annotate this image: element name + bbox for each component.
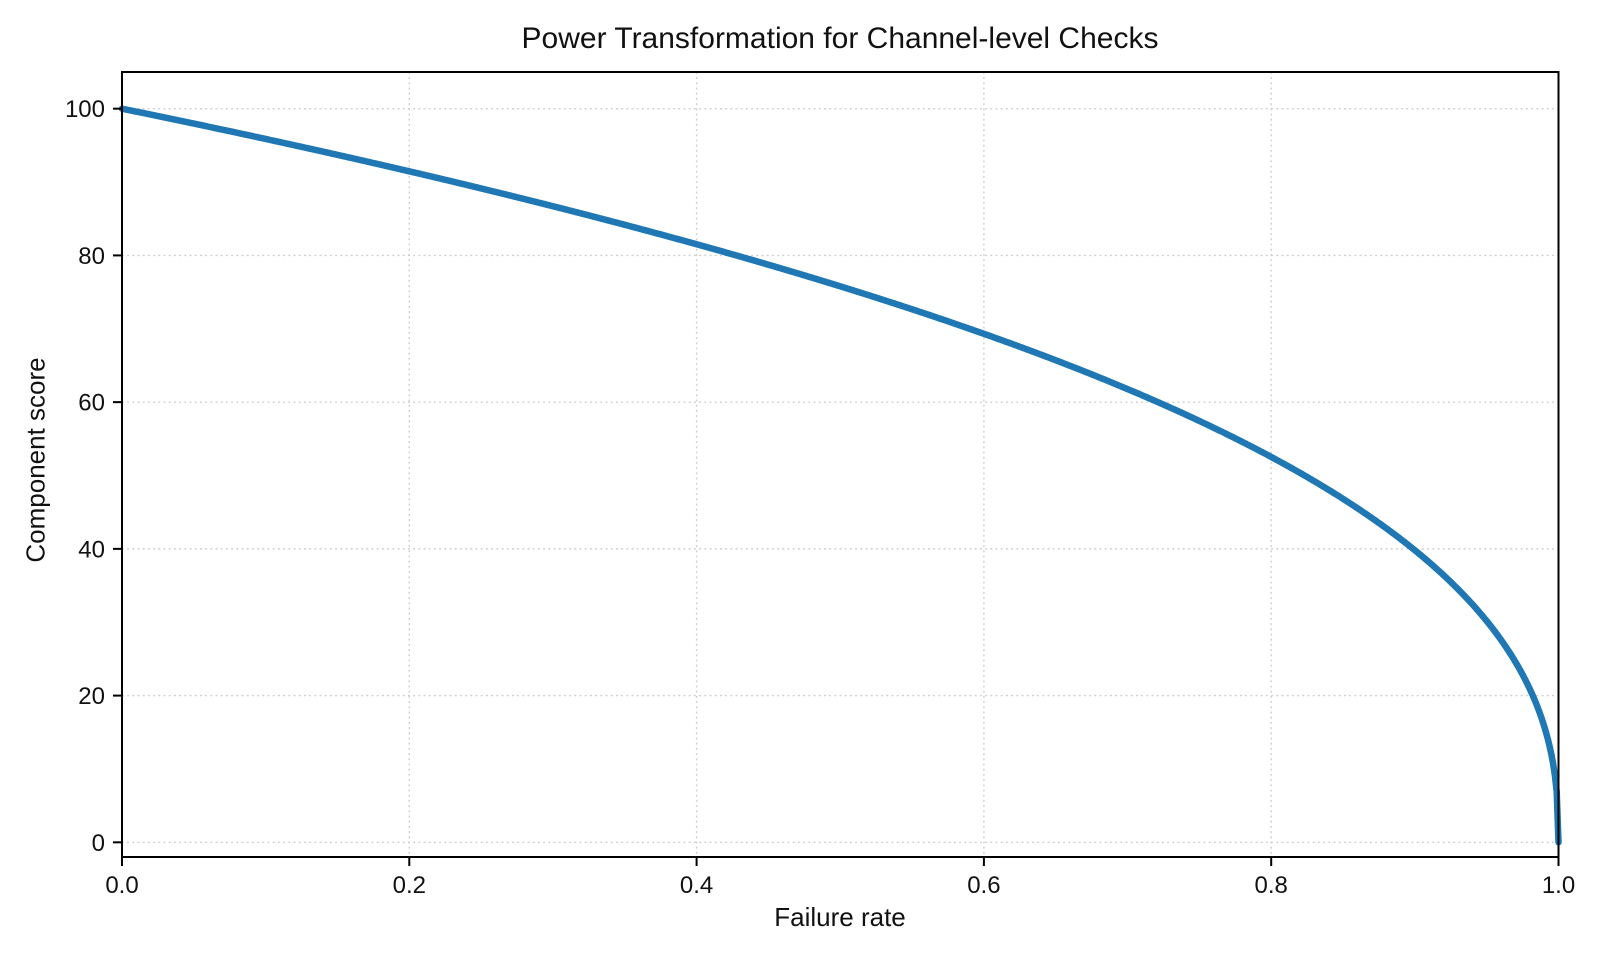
y-tick-label: 100 <box>65 96 105 123</box>
y-tick-label: 80 <box>78 243 105 270</box>
series-line <box>118 105 1562 846</box>
y-tick-label: 60 <box>78 390 105 417</box>
y-tick-label: 20 <box>78 683 105 710</box>
y-axis-label: Component score <box>20 357 51 563</box>
x-tick-label: 0.0 <box>105 872 138 899</box>
y-tick-label: 0 <box>92 830 105 857</box>
x-tick-label: 1.0 <box>1542 872 1575 899</box>
x-axis-label: Failure rate <box>774 902 906 932</box>
x-tick-label: 0.2 <box>393 872 426 899</box>
plot-border <box>121 71 1560 858</box>
x-tick-label: 0.6 <box>967 872 1000 899</box>
chart-title: Power Transformation for Channel-level C… <box>521 22 1159 55</box>
y-tick-label: 40 <box>78 536 105 563</box>
x-tick-label: 0.8 <box>1255 872 1288 899</box>
x-tick-label: 0.4 <box>680 872 713 899</box>
